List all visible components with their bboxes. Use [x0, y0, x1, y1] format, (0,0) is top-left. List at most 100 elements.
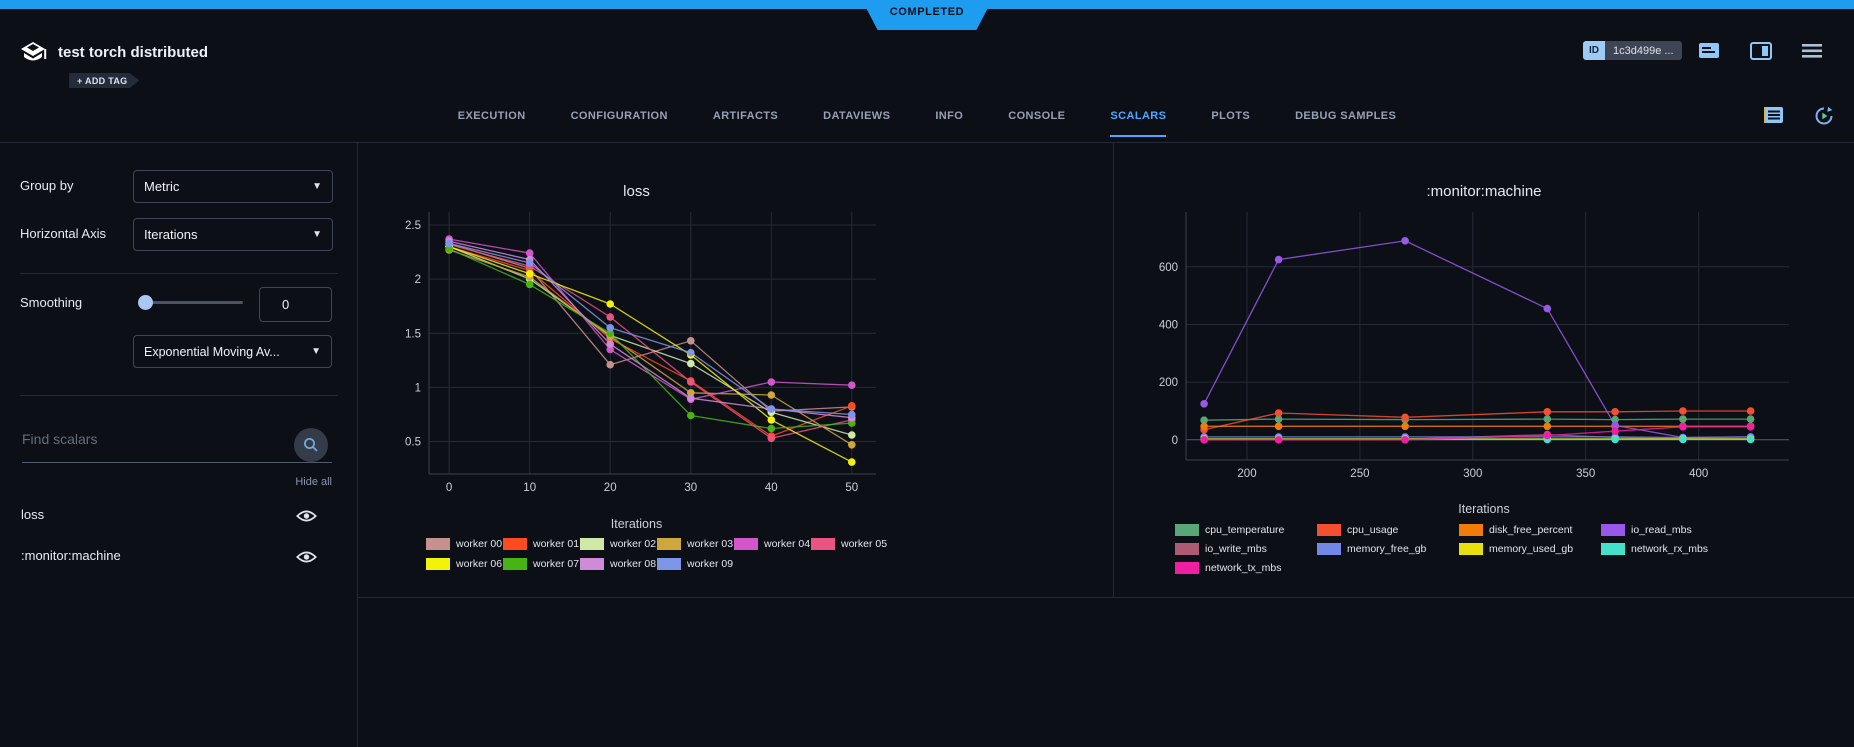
legend-label: worker 07	[533, 557, 580, 570]
charts-area: loss 0 10 20 30 40 50 0.5 1 1.5 2 2.5 Iterations w…	[358, 143, 1854, 598]
legend-swatch	[811, 537, 835, 550]
legend-item-worker-01[interactable]: worker 01	[503, 537, 580, 550]
legend-item-cpu_temperature[interactable]: cpu_temperature	[1175, 523, 1317, 536]
x-axis-label: Iterations	[610, 517, 663, 531]
group-by-select[interactable]: Metric ▼	[133, 170, 333, 203]
chart-title: loss	[623, 183, 650, 200]
legend-swatch	[426, 537, 450, 550]
tab-bar-items: EXECUTION CONFIGURATION ARTIFACTS DATAVIEWS…	[0, 110, 1854, 137]
svg-text:30: 30	[684, 482, 697, 494]
chevron-down-icon: ▼	[312, 229, 322, 240]
svg-text:400: 400	[1689, 468, 1708, 480]
find-scalars-input[interactable]	[22, 431, 282, 447]
layout-columns-icon[interactable]	[1750, 42, 1772, 65]
tab-debug-samples[interactable]: DEBUG SAMPLES	[1295, 110, 1397, 122]
metric-name: loss	[21, 507, 45, 522]
x-axis-label: Iterations	[1458, 502, 1510, 516]
hamburger-menu-icon[interactable]	[1801, 42, 1823, 65]
sidebar-divider	[20, 273, 338, 274]
loss-line-chart[interactable]: 0 10 20 30 40 50 0.5 1 1.5 2 2.5	[383, 200, 890, 500]
tab-execution[interactable]: EXECUTION	[457, 110, 526, 122]
legend-item-worker-07[interactable]: worker 07	[503, 557, 580, 570]
legend-swatch	[734, 537, 758, 550]
svg-text:1.5: 1.5	[405, 328, 421, 340]
legend-item-worker-05[interactable]: worker 05	[811, 537, 888, 550]
hide-all-link[interactable]: Hide all	[295, 476, 332, 488]
legend-item-worker-00[interactable]: worker 00	[426, 537, 503, 550]
horizontal-axis-label: Horizontal Axis	[20, 226, 106, 241]
svg-text:1: 1	[415, 382, 421, 394]
tab-artifacts[interactable]: ARTIFACTS	[712, 110, 779, 122]
legend-label: worker 01	[533, 537, 580, 550]
legend-label: cpu_usage	[1347, 523, 1399, 536]
legend-item-worker-08[interactable]: worker 08	[580, 557, 657, 570]
svg-text:350: 350	[1576, 468, 1595, 480]
legend-label: cpu_temperature	[1205, 523, 1285, 536]
monitor-machine-line-chart[interactable]: 200 250 300 350 400 0 200 400 600	[1139, 200, 1829, 500]
svg-text:300: 300	[1463, 468, 1482, 480]
smoothing-type-value: Exponential Moving Av...	[144, 344, 280, 359]
legend-item-worker-04[interactable]: worker 04	[734, 537, 811, 550]
legend-item-disk_free_percent[interactable]: disk_free_percent	[1459, 523, 1601, 536]
legend-item-worker-03[interactable]: worker 03	[657, 537, 734, 550]
legend-item-memory_free_gb[interactable]: memory_free_gb	[1317, 542, 1459, 555]
legend-label: memory_used_gb	[1489, 542, 1574, 555]
legend-label: network_tx_mbs	[1205, 561, 1282, 574]
eye-visibility-icon[interactable]	[296, 550, 317, 569]
legend-item-worker-06[interactable]: worker 06	[426, 557, 503, 570]
group-by-label: Group by	[20, 178, 74, 193]
chart-title: :monitor:machine	[1426, 183, 1542, 200]
legend-label: worker 09	[687, 557, 734, 570]
tab-dataviews[interactable]: DATAVIEWS	[823, 110, 891, 122]
legend-item-io_write_mbs[interactable]: io_write_mbs	[1175, 542, 1317, 555]
smoothing-value-input[interactable]: 0	[259, 287, 332, 322]
legend-swatch	[657, 537, 681, 550]
tab-plots[interactable]: PLOTS	[1211, 110, 1251, 122]
experiment-title: test torch distributed	[58, 44, 209, 61]
metric-row-loss[interactable]: loss	[0, 503, 358, 529]
horizontal-axis-select[interactable]: Iterations ▼	[133, 218, 333, 251]
legend-swatch	[580, 557, 604, 570]
legend-label: network_rx_mbs	[1631, 542, 1709, 555]
legend-swatch	[580, 537, 604, 550]
legend-item-network_rx_mbs[interactable]: network_rx_mbs	[1601, 542, 1743, 555]
smoothing-slider-track[interactable]	[140, 301, 243, 304]
legend-item-worker-09[interactable]: worker 09	[657, 557, 734, 570]
legend-swatch	[1175, 523, 1199, 536]
experiment-id-chip[interactable]: ID 1c3d499e ...	[1583, 41, 1682, 60]
legend-label: io_read_mbs	[1631, 523, 1692, 536]
find-scalars-underline	[22, 462, 332, 463]
add-tag-button[interactable]: + ADD TAG	[69, 73, 140, 88]
legend-item-network_tx_mbs[interactable]: network_tx_mbs	[1175, 561, 1317, 574]
horizontal-axis-value: Iterations	[144, 227, 198, 242]
metric-row-monitor-machine[interactable]: :monitor:machine	[0, 544, 358, 570]
smoothing-type-select[interactable]: Exponential Moving Av... ▼	[133, 335, 332, 368]
legend-item-memory_used_gb[interactable]: memory_used_gb	[1459, 542, 1601, 555]
svg-text:0: 0	[1172, 435, 1178, 447]
legend-label: worker 03	[687, 537, 734, 550]
tab-configuration[interactable]: CONFIGURATION	[570, 110, 668, 122]
search-button[interactable]	[294, 428, 328, 462]
refresh-icon[interactable]	[1814, 106, 1834, 131]
table-view-icon[interactable]	[1763, 106, 1784, 131]
comments-icon[interactable]	[1698, 42, 1720, 65]
legend-label: io_write_mbs	[1205, 542, 1267, 555]
svg-text:40: 40	[765, 482, 778, 494]
legend-swatch	[1317, 523, 1341, 536]
id-value: 1c3d499e ...	[1605, 41, 1682, 60]
eye-visibility-icon[interactable]	[296, 509, 317, 528]
legend-swatch	[503, 537, 527, 550]
legend-label: worker 04	[764, 537, 811, 550]
legend-item-worker-02[interactable]: worker 02	[580, 537, 657, 550]
scalars-sidebar: Group by Metric ▼ Horizontal Axis Iterat…	[0, 143, 358, 747]
smoothing-value: 0	[282, 297, 290, 312]
metric-name: :monitor:machine	[21, 548, 121, 563]
smoothing-slider-thumb[interactable]	[138, 295, 153, 310]
tab-console[interactable]: CONSOLE	[1008, 110, 1066, 122]
tab-scalars[interactable]: SCALARS	[1110, 110, 1167, 137]
tab-info[interactable]: INFO	[935, 110, 964, 122]
legend-item-io_read_mbs[interactable]: io_read_mbs	[1601, 523, 1743, 536]
legend-swatch	[426, 557, 450, 570]
legend-item-cpu_usage[interactable]: cpu_usage	[1317, 523, 1459, 536]
svg-text:0.5: 0.5	[405, 437, 421, 449]
